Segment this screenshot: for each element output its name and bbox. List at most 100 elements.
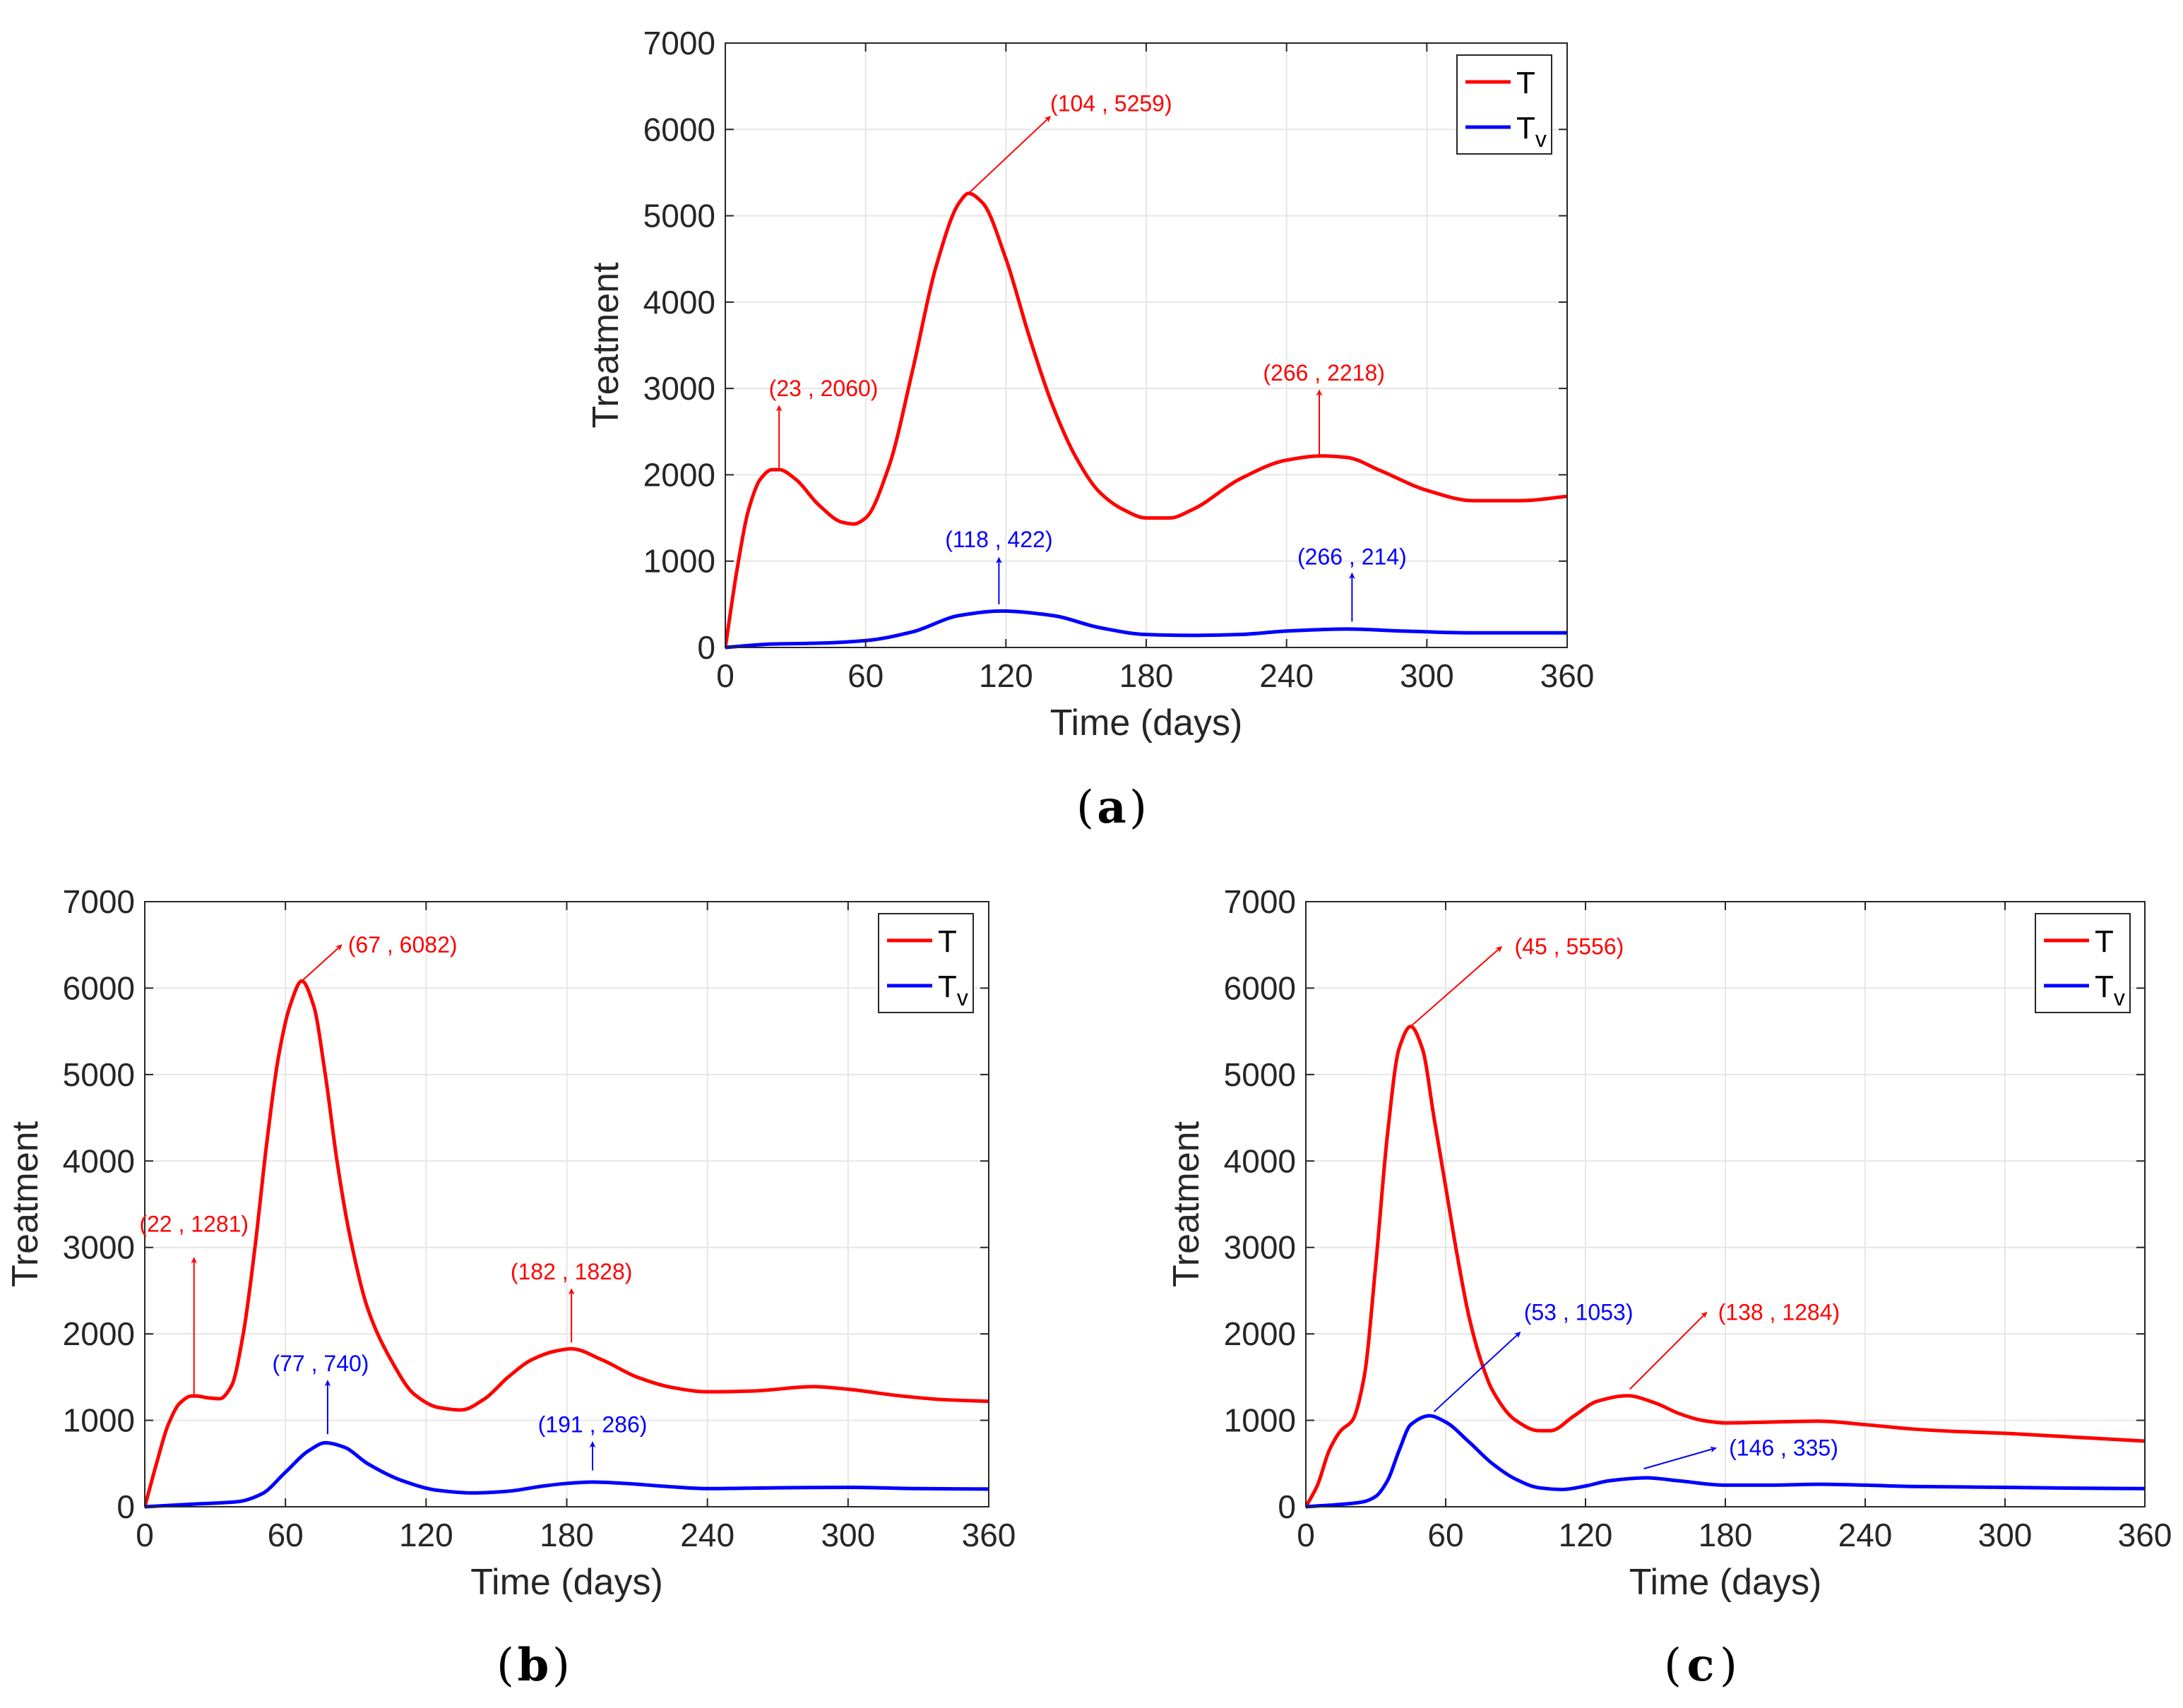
annotation-label: (182 , 1828) xyxy=(511,1259,633,1284)
x-tick-label: 0 xyxy=(136,1517,154,1553)
panel-caption-open: ( xyxy=(1076,782,1094,834)
y-axis-label: Treatment xyxy=(1166,1121,1207,1287)
series-line-Tv xyxy=(145,1440,989,1509)
panel-label-c: c xyxy=(1687,1639,1715,1692)
y-tick-label: 7000 xyxy=(643,25,715,61)
y-tick-label: 0 xyxy=(117,1488,135,1525)
panel-caption-close: ) xyxy=(1129,782,1147,834)
annotation-label: (104 , 5259) xyxy=(1050,91,1172,117)
chart-a: 0 60 120 180 240 300 360 0 1000 2000 3000 4000 5000 6… xyxy=(585,25,1594,743)
y-tick-label: 3000 xyxy=(643,370,715,407)
legend-label-T: T xyxy=(2095,924,2114,959)
chart-b: 0 60 120 180 240 300 360 0 1000 2000 3000 4000 5000 6… xyxy=(5,883,1016,1603)
panel-caption-close: ) xyxy=(552,1640,570,1692)
x-tick-label: 120 xyxy=(1559,1517,1613,1553)
x-tick-label: 360 xyxy=(1540,657,1595,694)
legend-subscript: v xyxy=(957,985,968,1010)
y-tick-label: 6000 xyxy=(1224,969,1296,1006)
annotation-label: (77 , 740) xyxy=(272,1351,369,1376)
y-axis-label: Treatment xyxy=(585,262,626,429)
y-tick-label: 6000 xyxy=(63,969,135,1006)
annotation-label: (118 , 422) xyxy=(945,527,1052,552)
chart-panel-a: ( a ) xyxy=(1076,781,1147,834)
annotation-label: (266 , 2218) xyxy=(1263,360,1385,386)
annotation-label: (191 , 286) xyxy=(538,1412,648,1438)
legend-label-T: T xyxy=(1516,66,1535,100)
legend: TTv xyxy=(878,913,974,1013)
y-tick-label: 4000 xyxy=(643,284,715,321)
y-tick-label: 2000 xyxy=(643,456,715,493)
annotation-label: (53 , 1053) xyxy=(1524,1300,1634,1325)
x-tick-label: 0 xyxy=(716,657,734,694)
x-tick-label: 360 xyxy=(2118,1517,2172,1553)
annotation-arrow xyxy=(1433,1331,1521,1413)
y-tick-label: 0 xyxy=(1278,1488,1296,1525)
panel-caption-close: ) xyxy=(1720,1640,1737,1692)
x-tick-label: 180 xyxy=(1119,657,1174,694)
x-tick-label: 60 xyxy=(268,1517,304,1553)
y-tick-label: 2000 xyxy=(1224,1315,1296,1352)
y-tick-label: 4000 xyxy=(63,1142,135,1179)
x-tick-label: 300 xyxy=(1978,1517,2033,1553)
panel-label-a: a xyxy=(1097,781,1126,834)
x-tick-label: 0 xyxy=(1297,1517,1315,1553)
legend-label-T: T xyxy=(938,924,957,959)
annotation-label: (266 , 214) xyxy=(1297,544,1407,570)
annotation-label: (138 , 1284) xyxy=(1718,1300,1840,1325)
y-tick-label: 0 xyxy=(697,629,715,666)
y-tick-label: 6000 xyxy=(643,111,715,148)
annotation-label: (45 , 5556) xyxy=(1515,934,1624,960)
x-tick-label: 240 xyxy=(1259,657,1314,694)
annotation-arrow xyxy=(1629,1311,1708,1390)
panel-caption-open: ( xyxy=(1664,1640,1682,1692)
y-tick-label: 2000 xyxy=(63,1315,135,1352)
chart-panel-c: ( c ) xyxy=(1664,1639,1737,1692)
x-axis-label: Time (days) xyxy=(1050,703,1243,743)
series-line-T xyxy=(145,979,989,1509)
y-tick-label: 1000 xyxy=(63,1402,135,1439)
x-tick-label: 120 xyxy=(399,1517,453,1553)
y-tick-label: 4000 xyxy=(1224,1142,1296,1179)
annotation-arrow xyxy=(1410,945,1502,1027)
series-line-T xyxy=(1306,1025,2145,1509)
x-tick-label: 300 xyxy=(821,1517,875,1553)
y-tick-label: 5000 xyxy=(1224,1056,1296,1093)
y-tick-label: 1000 xyxy=(643,543,715,580)
chart-c: 0 60 120 180 240 300 360 0 1000 2000 3000 4000 5000 6… xyxy=(1166,883,2172,1603)
x-tick-label: 240 xyxy=(1838,1517,1893,1553)
x-tick-label: 60 xyxy=(1427,1517,1463,1553)
annotation-label: (146 , 335) xyxy=(1729,1435,1838,1461)
y-tick-label: 7000 xyxy=(1224,883,1296,920)
series-line-Tv xyxy=(1306,1414,2145,1509)
panel-caption-open: ( xyxy=(496,1640,514,1692)
y-tick-label: 3000 xyxy=(1224,1229,1296,1266)
y-tick-label: 1000 xyxy=(1224,1402,1296,1439)
series-line-T xyxy=(725,191,1567,650)
y-tick-label: 7000 xyxy=(63,883,135,920)
x-tick-label: 360 xyxy=(962,1517,1016,1553)
x-tick-label: 180 xyxy=(1699,1517,1753,1553)
legend-box xyxy=(1456,54,1552,155)
x-tick-label: 300 xyxy=(1400,657,1454,694)
annotation-label: (67 , 6082) xyxy=(348,932,458,957)
y-axis-label: Treatment xyxy=(5,1121,46,1287)
legend-subscript: v xyxy=(2114,985,2125,1010)
y-tick-label: 5000 xyxy=(643,198,715,234)
legend: TTv xyxy=(1456,54,1552,155)
x-axis-label: Time (days) xyxy=(1629,1562,1822,1603)
x-axis-label: Time (days) xyxy=(470,1562,663,1603)
panel-label-b: b xyxy=(518,1639,549,1692)
legend-subscript: v xyxy=(1535,126,1547,152)
y-tick-label: 3000 xyxy=(63,1229,135,1266)
chart-panel-b: ( b ) xyxy=(496,1639,570,1692)
legend-box xyxy=(2035,913,2131,1013)
annotation-arrow xyxy=(301,944,343,982)
annotation-label: (23 , 2060) xyxy=(769,376,879,401)
legend-box xyxy=(878,913,974,1013)
x-tick-label: 180 xyxy=(540,1517,594,1553)
legend: TTv xyxy=(2035,913,2131,1013)
series-line-Tv xyxy=(725,609,1567,650)
y-tick-label: 5000 xyxy=(63,1056,135,1093)
x-tick-label: 60 xyxy=(847,657,884,694)
